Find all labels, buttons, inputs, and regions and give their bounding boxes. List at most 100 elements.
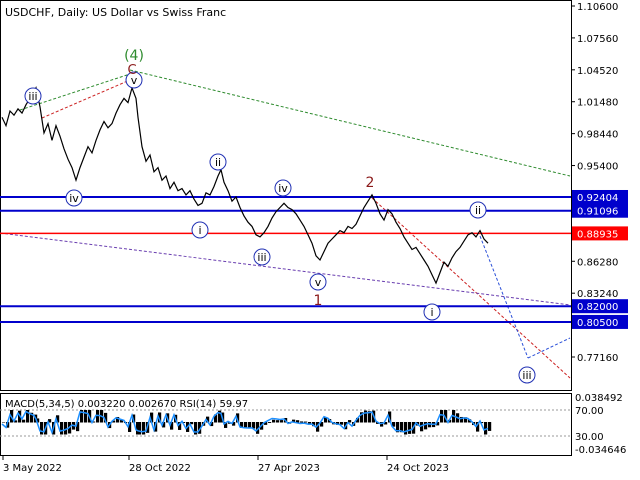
price-tick-label: 0.77160	[577, 353, 618, 364]
macd-bar	[36, 418, 40, 423]
macd-bar	[248, 422, 252, 429]
macd-bar	[2, 422, 6, 423]
wave-labels: iii iv v ii i iii iv v	[24, 48, 536, 384]
macd-bar	[348, 420, 352, 423]
price-tick-label: 1.07560	[577, 34, 618, 45]
macd-bar	[14, 420, 18, 423]
macd-bar	[408, 422, 412, 434]
level-price-box	[572, 226, 628, 241]
macd-bar	[464, 417, 468, 423]
macd-bar	[240, 422, 244, 428]
level-price-box	[572, 314, 628, 329]
wave-circle-iv-1: iv	[65, 189, 83, 207]
macd-bar	[256, 422, 260, 434]
macd-bar	[232, 422, 236, 426]
macd-bar	[112, 420, 116, 423]
macd-bar	[22, 419, 26, 423]
level-price-box	[572, 299, 628, 314]
wave-circle-i-1: i	[191, 221, 209, 239]
macd-bar	[292, 419, 296, 423]
macd-bar	[40, 422, 44, 435]
macd-bar	[92, 421, 96, 423]
price-tick-label: 0.83240	[577, 289, 618, 300]
level-price-text: 0.91096	[577, 207, 618, 218]
macd-bar	[380, 422, 384, 427]
macd-bar	[300, 421, 304, 423]
macd-bar	[400, 422, 404, 433]
svg-text:v: v	[131, 74, 138, 87]
macd-bar	[218, 410, 222, 423]
macd-bar	[224, 422, 228, 428]
green-wave-line-left	[19, 73, 131, 111]
macd-bar	[440, 410, 444, 423]
price-tick-label: 1.04520	[577, 66, 618, 77]
macd-bar	[276, 420, 280, 423]
price-tick-label: 1.10600	[577, 2, 618, 13]
macd-bar	[158, 412, 162, 423]
macd-bar	[116, 416, 120, 423]
macd-bar	[268, 422, 272, 423]
macd-signal-line	[1, 410, 489, 435]
macd-bar	[194, 422, 198, 435]
wave-circle-v-1: v	[125, 71, 143, 89]
svg-text:i: i	[198, 224, 201, 237]
macd-bar	[476, 422, 480, 432]
wave-label-c: C	[127, 63, 136, 78]
macd-bar	[96, 410, 100, 423]
macd-bar	[420, 422, 424, 432]
macd-bar	[214, 414, 218, 423]
level-price-box	[572, 189, 628, 204]
svg-text:v: v	[315, 276, 322, 289]
indicator-axis-bottom: -0.034646	[575, 445, 626, 456]
macd-bar	[150, 412, 154, 423]
purple-base-line	[0, 232, 571, 306]
indicator-label: MACD(5,34,5) 0.003220 0.002670 RSI(14) 5…	[5, 399, 248, 410]
wave-label-4: (4)	[124, 48, 144, 64]
macd-bar	[236, 413, 240, 423]
svg-text:ii: ii	[475, 204, 481, 217]
macd-bar	[320, 422, 324, 427]
svg-text:ii: ii	[215, 156, 221, 169]
wave-circle-iv-2: iv	[274, 179, 292, 197]
macd-bar	[76, 422, 80, 432]
macd-bar	[384, 422, 388, 425]
macd-bar	[206, 416, 210, 423]
macd-bar	[272, 419, 276, 423]
symbol-title: USDCHF, Daily: US Dollar vs Swiss Franc	[5, 6, 226, 19]
wave-circle-ii-1: ii	[209, 153, 227, 171]
macd-bar	[340, 422, 344, 425]
wave-circle-i-2: i	[423, 303, 441, 321]
macd-bar	[356, 417, 360, 423]
time-axis-label: 3 May 2022	[3, 463, 62, 474]
level-price-text: 0.88935	[577, 229, 618, 240]
macd-bar	[264, 422, 268, 425]
macd-bar	[128, 422, 132, 432]
time-axis-label: 27 Apr 2023	[258, 463, 320, 474]
macd-bar	[30, 412, 34, 423]
wave-label-2: 2	[366, 175, 375, 191]
macd-bar	[368, 411, 372, 423]
svg-text:iv: iv	[278, 182, 288, 195]
macd-bar	[484, 422, 488, 435]
red-wave-line-down	[371, 197, 571, 379]
blue-projection-up	[527, 337, 571, 359]
macd-bar	[60, 422, 64, 435]
level-price-text: 0.92404	[577, 193, 618, 204]
indicator-axis-30: 30.00	[575, 432, 604, 443]
macd-bar	[364, 410, 368, 423]
macd-bar	[48, 419, 52, 423]
macd-bar	[6, 422, 10, 428]
macd-bar	[142, 422, 146, 435]
svg-text:iv: iv	[69, 192, 79, 205]
macd-bar	[436, 422, 440, 426]
level-price-text: 0.80500	[577, 318, 618, 329]
level-price-box	[572, 203, 628, 218]
macd-bar	[392, 422, 396, 427]
time-axis: 3 May 2022 28 Oct 2022 27 Apr 2023 24 Oct 2…	[2, 456, 449, 474]
macd-bar	[170, 422, 174, 430]
level-price-labels: 0.92404 0.91096 0.88935 0.82000 0.80500	[572, 189, 628, 329]
price-line	[1, 85, 489, 285]
svg-text:iii: iii	[28, 90, 37, 103]
price-tick-label: 0.95400	[577, 162, 618, 173]
